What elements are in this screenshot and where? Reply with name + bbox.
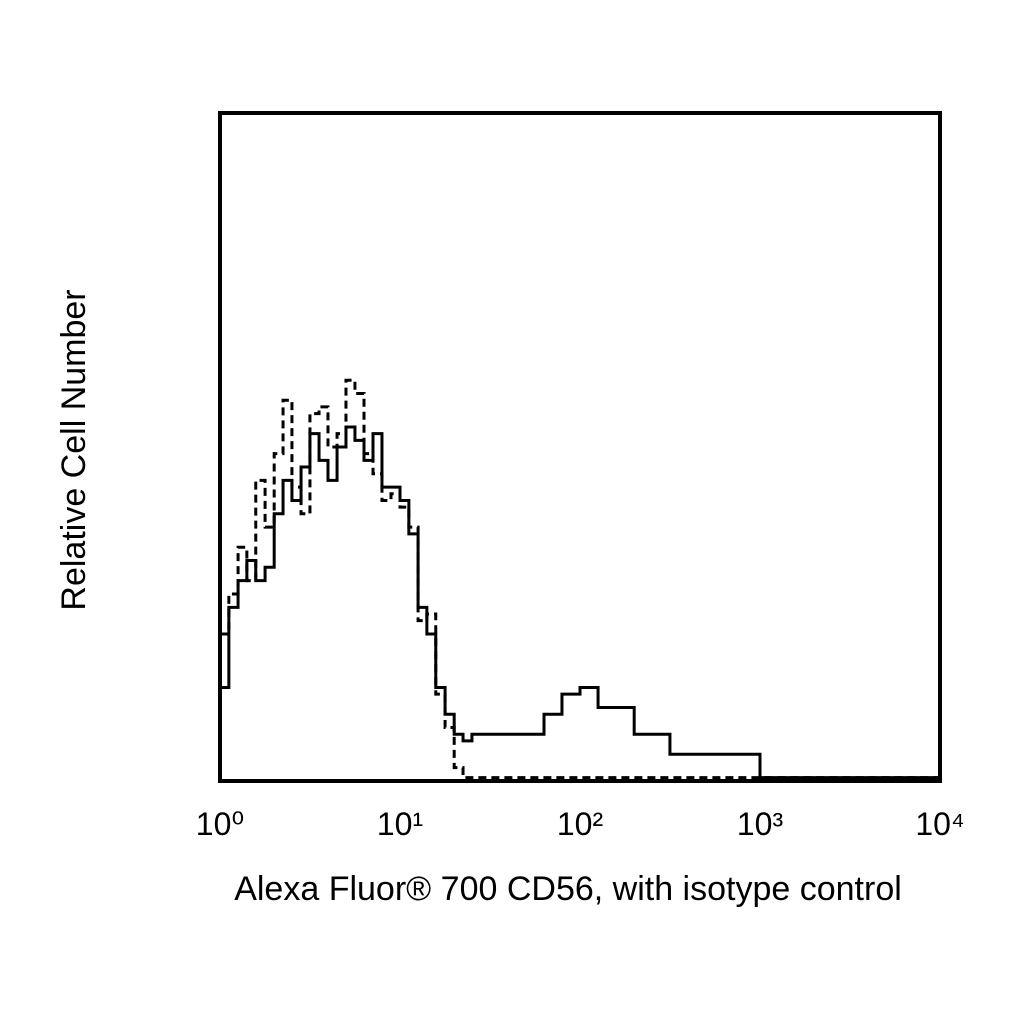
histogram-line	[220, 425, 940, 780]
x-tick-label: 10²	[557, 806, 604, 842]
x-axis-label: Alexa Fluor® 700 CD56, with isotype cont…	[234, 870, 902, 908]
x-tick-label: 10¹	[377, 806, 423, 842]
histogram-line	[220, 378, 940, 780]
plot-frame	[218, 111, 942, 783]
x-tick-label: 10³	[737, 806, 784, 842]
x-tick-label: 10⁰	[196, 806, 244, 842]
y-axis-label: Relative Cell Number	[55, 289, 93, 610]
x-tick-label: 10⁴	[915, 806, 964, 842]
